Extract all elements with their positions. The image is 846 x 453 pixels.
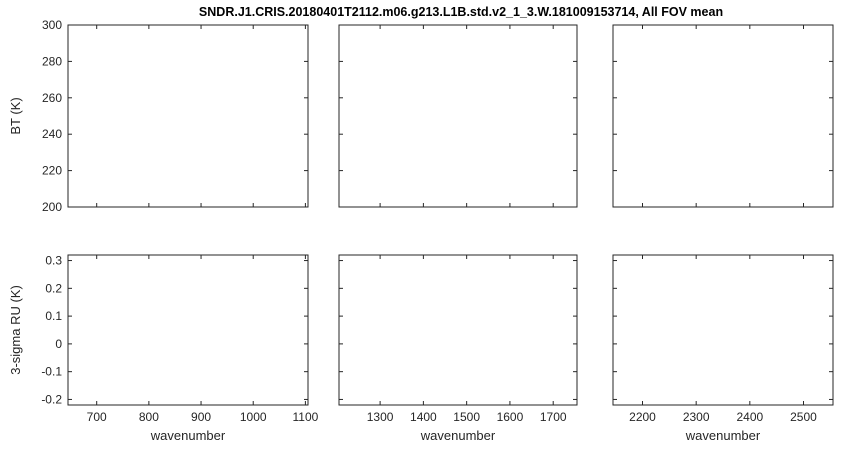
y-tick-label: 0.1 bbox=[45, 309, 62, 323]
x-tick-label: 1000 bbox=[240, 410, 267, 424]
x-tick-label: 1500 bbox=[453, 410, 480, 424]
x-tick-label: 2400 bbox=[736, 410, 763, 424]
x-tick-label: 2200 bbox=[629, 410, 656, 424]
x-axis-label: wavenumber bbox=[150, 428, 226, 443]
y-tick-label: 240 bbox=[42, 127, 62, 141]
y-tick-label: 280 bbox=[42, 54, 62, 68]
y-axis-label: BT (K) bbox=[8, 97, 23, 134]
panel-top-left: 200 220 240 260 280 300 BT (K) bbox=[8, 18, 309, 214]
x-tick-label: 1400 bbox=[410, 410, 437, 424]
y-tick-label: -0.1 bbox=[41, 365, 62, 379]
x-tick-label: 1100 bbox=[292, 410, 318, 424]
panel-bottom-right: 2200 2300 2400 2500 wavenumber bbox=[612, 254, 834, 443]
x-tick-label: 2500 bbox=[790, 410, 817, 424]
panel-top-right bbox=[612, 24, 834, 208]
x-tick-label: 1600 bbox=[497, 410, 524, 424]
y-tick-label: 260 bbox=[42, 91, 62, 105]
figure-title: SNDR.J1.CRIS.20180401T2112.m06.g213.L1B.… bbox=[199, 5, 723, 19]
y-tick-label: 0.3 bbox=[45, 254, 62, 268]
y-tick-label: 220 bbox=[42, 164, 62, 178]
y-axis-label: 3-sigma RU (K) bbox=[8, 285, 23, 375]
x-tick-label: 2300 bbox=[683, 410, 710, 424]
panel-top-middle bbox=[338, 24, 578, 208]
x-tick-label: 1700 bbox=[540, 410, 567, 424]
x-axis-label: wavenumber bbox=[420, 428, 496, 443]
y-tick-label: 0.2 bbox=[45, 281, 62, 295]
panel-bottom-middle: 1300 1400 1500 1600 1700 wavenumber bbox=[338, 254, 578, 443]
y-tick-label: 300 bbox=[42, 18, 62, 32]
y-tick-label: 200 bbox=[42, 200, 62, 214]
axes-box bbox=[67, 24, 309, 208]
x-tick-label: 700 bbox=[87, 410, 107, 424]
x-tick-label: 800 bbox=[139, 410, 159, 424]
x-tick-label: 900 bbox=[191, 410, 211, 424]
y-tick-label: -0.2 bbox=[41, 392, 62, 406]
axes-box bbox=[67, 254, 309, 406]
x-axis-label: wavenumber bbox=[685, 428, 761, 443]
axes-box bbox=[338, 254, 578, 406]
axes-box bbox=[338, 24, 578, 208]
axes-box bbox=[612, 254, 834, 406]
axes-box bbox=[612, 24, 834, 208]
panel-bottom-left: 700 800 900 1000 1100 -0.2 -0.1 0 0.1 0.2 0.3 waven… bbox=[8, 254, 319, 443]
y-tick-label: 0 bbox=[55, 337, 62, 351]
x-tick-label: 1300 bbox=[367, 410, 394, 424]
